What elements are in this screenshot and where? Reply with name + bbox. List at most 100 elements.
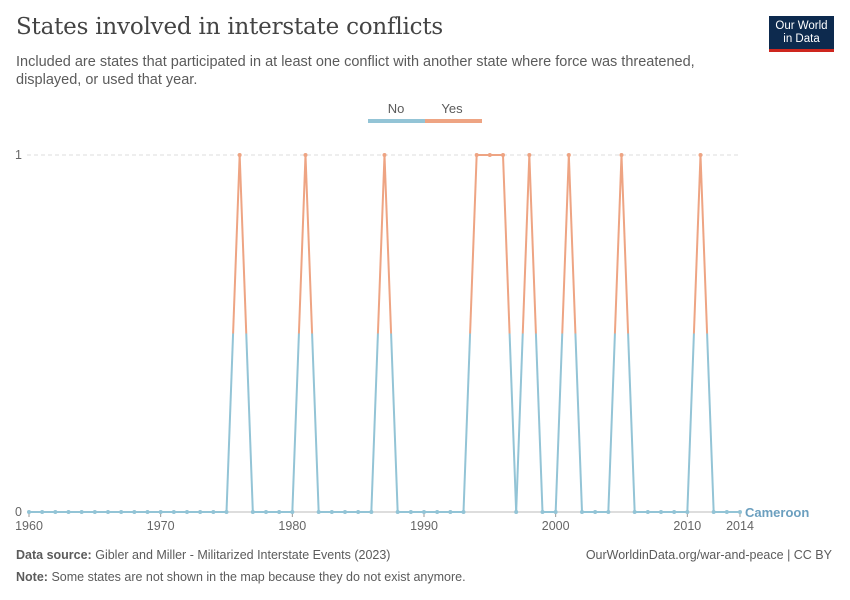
legend-item-yes[interactable]: Yes <box>425 101 482 123</box>
data-point <box>53 510 58 514</box>
line-segment <box>297 154 307 334</box>
data-point <box>158 510 163 514</box>
line-segment <box>706 333 715 513</box>
line-segment <box>291 333 300 513</box>
data-point <box>514 510 519 514</box>
data-point <box>711 510 716 514</box>
data-point <box>211 510 216 514</box>
line-segment <box>574 333 583 513</box>
data-point <box>580 510 584 514</box>
data-point <box>659 510 663 514</box>
chart-note: Note: Some states are not shown in the m… <box>16 570 466 584</box>
logo-line-1: Our World <box>775 20 828 32</box>
line-segment <box>462 333 472 513</box>
line-segment <box>528 154 537 334</box>
data-point <box>422 510 426 514</box>
data-point <box>237 153 242 157</box>
data-point <box>224 510 229 514</box>
data-point <box>527 153 532 157</box>
owid-logo[interactable]: Our World in Data <box>769 16 834 52</box>
data-point <box>672 510 677 514</box>
data-point <box>316 510 321 514</box>
data-point <box>369 510 374 514</box>
x-tick-label: 2000 <box>542 519 570 533</box>
chart-title: States involved in interstate conflicts <box>16 14 443 40</box>
legend-swatch <box>425 119 482 123</box>
legend-label: Yes <box>441 101 463 116</box>
y-tick-label: 0 <box>15 505 22 519</box>
y-tick-label: 1 <box>15 148 22 162</box>
line-segment <box>699 154 709 334</box>
data-point <box>566 153 571 157</box>
line-segment <box>692 154 702 334</box>
line-segment <box>620 154 630 334</box>
data-point <box>119 510 124 514</box>
data-point <box>277 510 282 514</box>
line-segment <box>534 333 544 513</box>
x-tick-label: 2010 <box>673 519 701 533</box>
data-point <box>198 510 203 514</box>
data-point <box>553 510 558 514</box>
data-point <box>145 510 150 514</box>
data-point <box>343 510 347 514</box>
data-point <box>645 510 650 514</box>
data-point <box>395 510 400 514</box>
x-tick-label: 2014 <box>726 519 754 533</box>
data-point <box>356 510 361 514</box>
line-segment <box>383 154 393 334</box>
data-point <box>474 153 479 157</box>
line-segment <box>515 333 524 513</box>
data-point <box>185 510 189 514</box>
line-segment <box>311 333 320 513</box>
data-point <box>461 510 466 514</box>
line-segment <box>245 333 254 513</box>
data-point <box>408 510 413 514</box>
data-point <box>685 510 690 514</box>
series-label-cameroon[interactable]: Cameroon <box>745 505 809 520</box>
license-link[interactable]: OurWorldinData.org/war-and-peace | CC BY <box>585 548 832 562</box>
data-point <box>40 510 45 514</box>
data-point <box>487 153 492 157</box>
data-point <box>632 510 637 514</box>
logo-line-2: in Data <box>783 33 820 45</box>
data-point <box>250 510 255 514</box>
line-segment <box>304 154 314 334</box>
data-point <box>290 510 295 514</box>
x-tick-label: 1980 <box>278 519 306 533</box>
line-segment <box>390 333 399 513</box>
data-point <box>171 510 176 514</box>
note-text: Some states are not shown in the map bec… <box>51 570 466 584</box>
line-segment <box>686 333 695 513</box>
data-point <box>435 510 440 514</box>
data-point <box>724 510 729 514</box>
data-point <box>79 510 84 514</box>
line-segment <box>613 154 623 334</box>
data-point <box>27 510 31 514</box>
data-point <box>448 510 453 514</box>
data-source-text[interactable]: Gibler and Miller - Militarized Intersta… <box>95 548 391 562</box>
line-segment <box>521 154 531 334</box>
legend-label: No <box>388 101 405 116</box>
line-chart: No Yes 0 1 1960 1970 1980 1990 2000 2010 2014Camer… <box>15 101 809 533</box>
data-point <box>540 510 545 514</box>
data-point <box>66 510 71 514</box>
line-segment <box>607 333 616 513</box>
data-point <box>264 510 268 514</box>
line-segment <box>225 333 235 513</box>
line-segment <box>238 154 248 334</box>
data-point <box>132 510 137 514</box>
data-point <box>593 510 598 514</box>
data-point <box>92 510 97 514</box>
note-label: Note: <box>16 570 48 584</box>
data-point <box>606 510 611 514</box>
data-point <box>698 153 703 157</box>
data-point <box>329 510 334 514</box>
chart-subtitle: Included are states that participated in… <box>16 54 695 88</box>
line-segment <box>567 154 577 334</box>
line-segment <box>376 154 386 334</box>
line-segment <box>554 333 564 513</box>
x-tick-label: 1990 <box>410 519 438 533</box>
data-point <box>619 153 624 157</box>
legend-item-no[interactable]: No <box>368 101 425 123</box>
line-segment <box>232 154 241 334</box>
